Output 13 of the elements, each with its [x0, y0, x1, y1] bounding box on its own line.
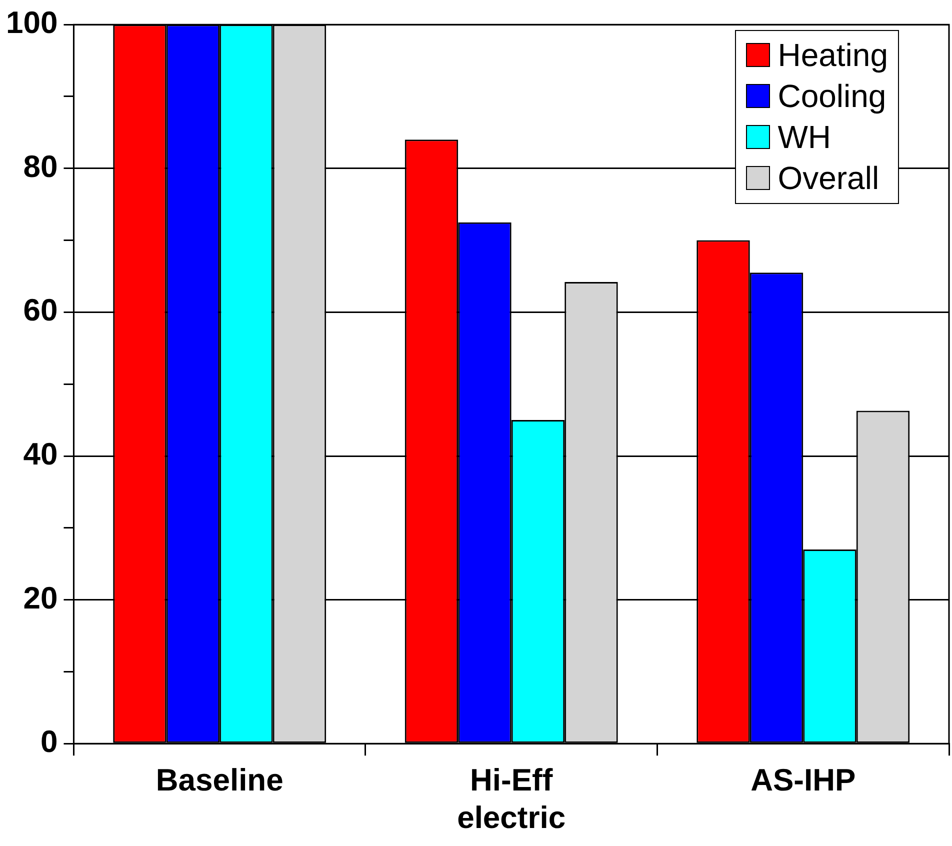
legend-label: Overall: [778, 158, 880, 198]
legend-label: Cooling: [778, 76, 886, 116]
y-tick-label: 20: [23, 580, 58, 616]
y-tick-label: 40: [23, 436, 58, 472]
legend-label: WH: [778, 118, 832, 157]
x-tick-label: Hi-Eff electric: [457, 762, 566, 835]
y-tick-label: 80: [23, 148, 58, 184]
legend-label: Heating: [778, 36, 888, 75]
y-tick-label: 60: [23, 292, 58, 328]
x-tick-label: Baseline: [156, 762, 284, 798]
y-tick-label: 100: [6, 5, 58, 40]
y-tick-label: 0: [40, 724, 58, 760]
x-tick-label: AS-IHP: [750, 762, 856, 798]
